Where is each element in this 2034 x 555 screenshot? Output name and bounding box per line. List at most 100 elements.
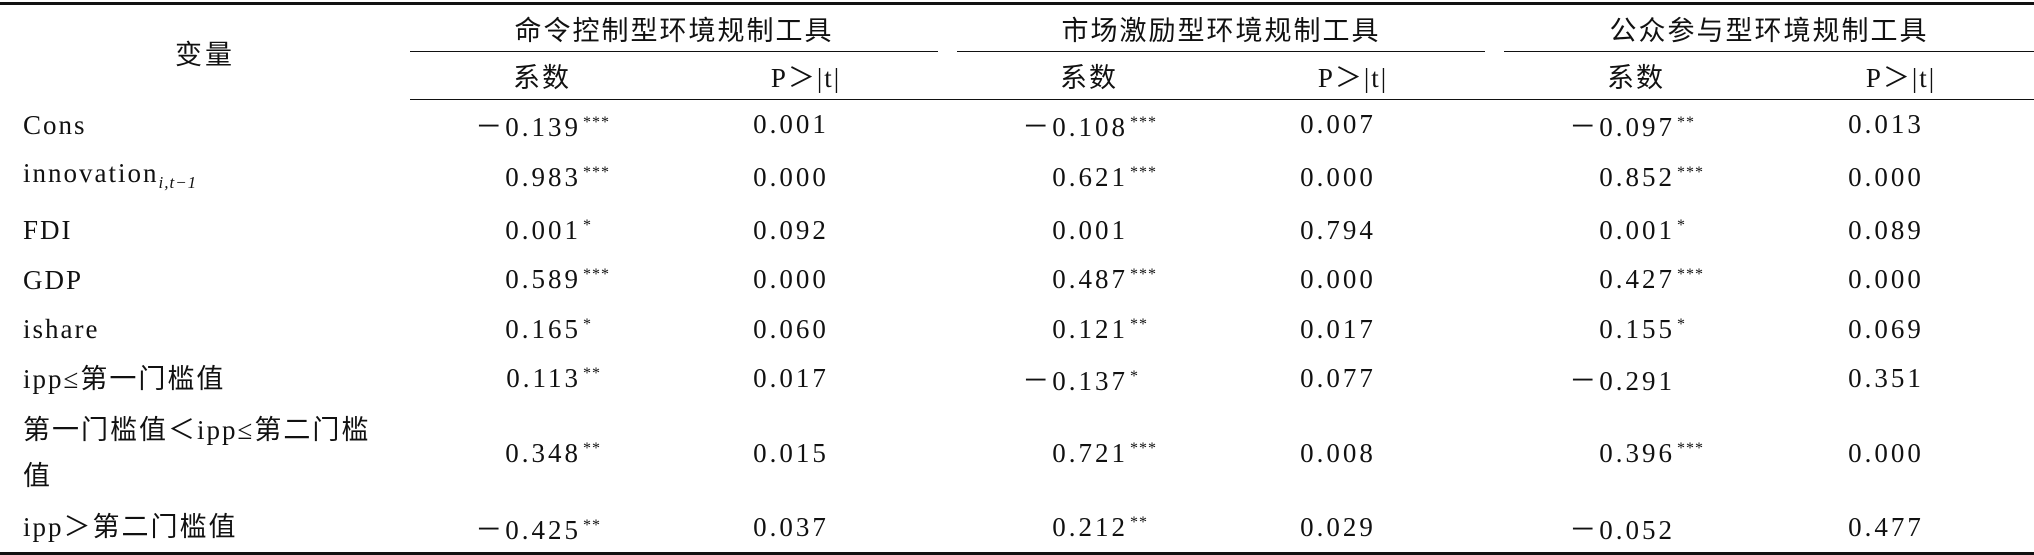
coef-cell: －0.052 [1504,502,1768,555]
p-header: P＞|t| [674,51,938,100]
variable-header: 变量 [0,2,410,100]
coef-cell: 0.487 *** [957,255,1221,305]
gap [1485,305,1504,355]
gap [938,404,957,503]
coef-cell: 0.001 [957,206,1221,256]
p-value: 0.000 [753,264,829,295]
gap [938,2,957,52]
coef-cell: 0.721 *** [957,404,1221,503]
gap [1485,150,1504,206]
p-value: 0.015 [753,437,829,468]
significance-stars: ** [1130,315,1148,333]
variable-text: ishare [23,314,100,345]
significance-stars: ** [583,516,601,534]
variable-name: Cons [23,102,393,148]
gap [1485,255,1504,305]
p-value: 0.000 [1300,264,1376,295]
table-head: 变量 命令控制型环境规制工具 市场激励型环境规制工具 公众参与型环境规制工具 系数 P＞|… [0,2,2034,100]
significance-stars: * [1677,315,1686,333]
coefficient: 0.001 [505,214,581,245]
variable-text: 第一门槛值＜ipp≤第二门槛值 [23,415,371,491]
variable-name: GDP [23,257,393,303]
coefficient: 0.001 [1052,214,1128,245]
coefficient: －0.052 [1569,514,1675,545]
data-row: 第一门槛值＜ipp≤第二门槛值 0.348 ** 0.015 0.721 *** 0.008… [0,404,2034,503]
coef-cell: －0.139 *** [410,100,674,150]
coef-cell: 0.001 * [1504,206,1768,256]
variable-cell: 第一门槛值＜ipp≤第二门槛值 [0,404,410,503]
coef-cell: 0.348 ** [410,404,674,503]
p-value: 0.794 [1300,214,1376,245]
data-row: Cons －0.139 *** 0.001 －0.108 *** 0.007 －0.097 **… [0,100,2034,150]
variable-name: 第一门槛值＜ipp≤第二门槛值 [23,407,393,499]
coef-cell: 0.001 * [410,206,674,256]
group-title: 公众参与型环境规制工具 [1504,2,2034,52]
gap [1485,2,1504,52]
gap [938,150,957,206]
p-value: 0.007 [1300,109,1376,140]
p-value: 0.077 [1300,363,1376,394]
variable-cell: GDP [0,255,410,305]
variable-name: innovationi,t−1 [23,150,393,206]
data-row: ipp≤第一门槛值 0.113 ** 0.017 －0.137 * 0.077 －0.291 0… [0,354,2034,404]
coef-cell: 0.113 ** [410,354,674,404]
p-value: 0.008 [1300,437,1376,468]
significance-stars: *** [1130,114,1157,132]
significance-stars: *** [583,114,610,132]
p-value: 0.029 [1221,502,1485,555]
coefficient: －0.097 [1569,112,1675,143]
variable-text: GDP [23,264,84,295]
p-value: 0.017 [753,363,829,394]
coefficient: 0.621 [1052,162,1128,192]
variable-text: ipp≤第一门槛值 [23,363,226,394]
variable-cell: FDI [0,206,410,256]
significance-stars: * [583,216,592,234]
coefficient: 0.852 [1599,162,1675,192]
coefficient: －0.291 [1569,366,1675,397]
p-value: 0.477 [1768,502,2034,555]
coefficient: 0.427 [1599,264,1675,295]
coef-cell: 0.983 *** [410,150,674,206]
p-value: 0.017 [1300,313,1376,344]
coef-cell: －0.097 ** [1504,100,1768,150]
significance-stars: ** [1677,114,1695,132]
coefficient: 0.396 [1599,437,1675,468]
coef-cell: 0.621 *** [957,150,1221,206]
coefficient: －0.108 [1022,112,1128,143]
gap [938,354,957,404]
gap [1485,502,1504,555]
significance-stars: *** [1130,439,1157,457]
gap [938,255,957,305]
significance-stars: *** [1677,164,1704,181]
p-value: 0.000 [1848,437,1924,468]
significance-stars: *** [1130,266,1157,284]
significance-stars: * [1677,216,1686,234]
data-row: ipp＞第二门槛值 －0.425 ** 0.037 0.212 ** 0.029 －0.052… [0,502,2034,555]
data-row: innovationi,t−1 0.983 *** 0.000 0.621 *** 0.00… [0,150,2034,206]
coefficient: 0.121 [1052,313,1128,344]
coef-cell: 0.155 * [1504,305,1768,355]
coefficient: 0.487 [1052,264,1128,295]
p-value: 0.013 [1848,109,1924,140]
coefficient: －0.137 [1022,366,1128,397]
header-row: 变量 命令控制型环境规制工具 市场激励型环境规制工具 公众参与型环境规制工具 [0,2,2034,100]
coef-cell: －0.425 ** [410,502,674,555]
significance-stars: *** [1677,266,1704,284]
p-value: 0.069 [1848,313,1924,344]
significance-stars: *** [1130,164,1157,181]
coefficient: 0.212 [1052,511,1128,542]
gap [938,502,957,555]
variable-name: FDI [23,207,393,253]
p-header: P＞|t| [1221,51,1485,100]
data-row: ishare 0.165 * 0.060 0.121 ** 0.017 0.155 * 0.069 [0,305,2034,355]
variable-text: FDI [23,215,73,246]
gap [938,51,957,100]
p-value: 0.000 [753,162,829,192]
coefficient: 0.155 [1599,313,1675,344]
variable-name: ishare [23,306,393,352]
p-value: 0.000 [1300,162,1376,192]
significance-stars: *** [583,164,610,181]
coef-cell: 0.121 ** [957,305,1221,355]
coefficient: 0.589 [505,264,581,295]
